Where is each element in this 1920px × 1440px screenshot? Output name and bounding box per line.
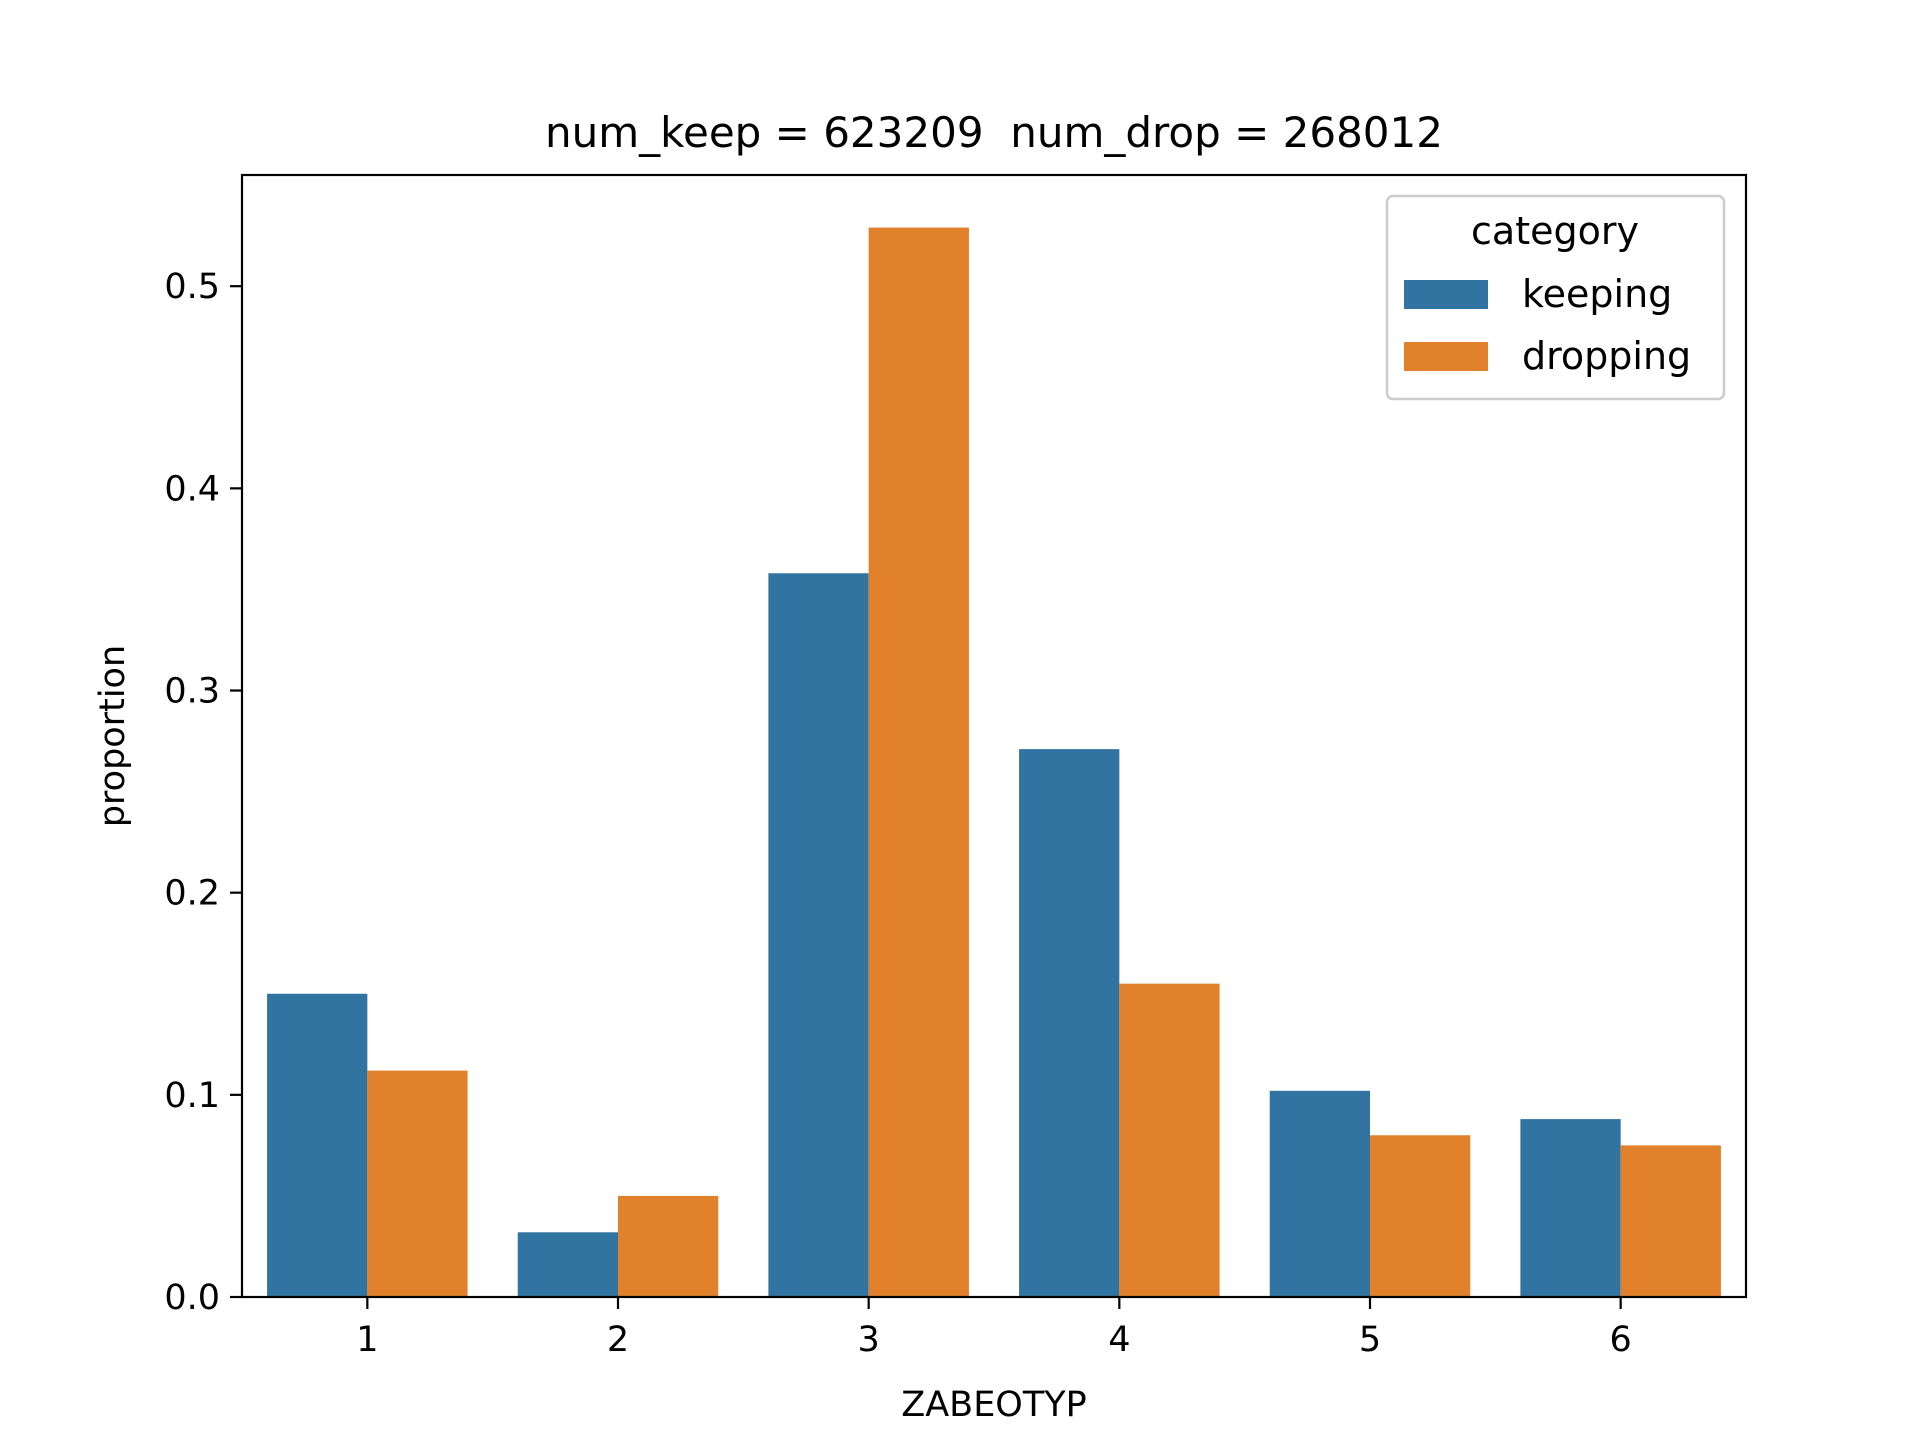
bar-dropping-2 xyxy=(618,1195,719,1297)
y-tick-label: 0.5 xyxy=(164,267,220,307)
x-axis-title: ZABEOTYP xyxy=(901,1385,1086,1425)
legend-label-dropping: dropping xyxy=(1522,334,1691,378)
y-tick-label: 0.3 xyxy=(164,672,220,712)
bar-keeping-3 xyxy=(768,573,869,1297)
x-tick-label: 3 xyxy=(858,1320,880,1360)
y-tick-label: 0.4 xyxy=(164,469,220,509)
legend-label-keeping: keeping xyxy=(1522,272,1672,316)
bar-dropping-4 xyxy=(1119,983,1220,1297)
y-tick-label: 0.2 xyxy=(164,874,220,914)
legend-swatch-dropping xyxy=(1404,342,1488,371)
bar-keeping-4 xyxy=(1019,749,1120,1297)
bar-dropping-3 xyxy=(868,227,969,1298)
bar-keeping-1 xyxy=(267,993,368,1297)
y-axis-title: proportion xyxy=(93,645,133,827)
x-tick-label: 6 xyxy=(1610,1320,1632,1360)
bar-keeping-6 xyxy=(1520,1119,1621,1297)
legend: category keeping dropping xyxy=(1385,194,1726,401)
x-tick-label: 5 xyxy=(1359,1320,1381,1360)
bar-keeping-2 xyxy=(517,1232,618,1297)
bar-dropping-1 xyxy=(367,1070,468,1297)
legend-title: category xyxy=(1471,209,1639,253)
y-tick-label: 0.0 xyxy=(164,1278,220,1318)
x-tick-label: 4 xyxy=(1108,1320,1130,1360)
legend-swatch-keeping xyxy=(1404,280,1488,309)
bar-keeping-5 xyxy=(1269,1090,1370,1297)
x-tick-label: 2 xyxy=(607,1320,629,1360)
y-axis: 0.0 0.1 0.2 0.3 0.4 0.5 xyxy=(164,267,242,1318)
plot-frame xyxy=(240,173,1748,1299)
x-axis: 1 2 3 4 5 6 xyxy=(356,1297,1632,1360)
x-tick-label: 1 xyxy=(356,1320,378,1360)
y-tick-label: 0.1 xyxy=(164,1076,220,1116)
bar-dropping-6 xyxy=(1620,1145,1721,1297)
chart-title: num_keep = 623209 num_drop = 268012 xyxy=(545,108,1443,157)
bars-layer xyxy=(267,227,1721,1298)
bar-dropping-5 xyxy=(1370,1135,1471,1297)
